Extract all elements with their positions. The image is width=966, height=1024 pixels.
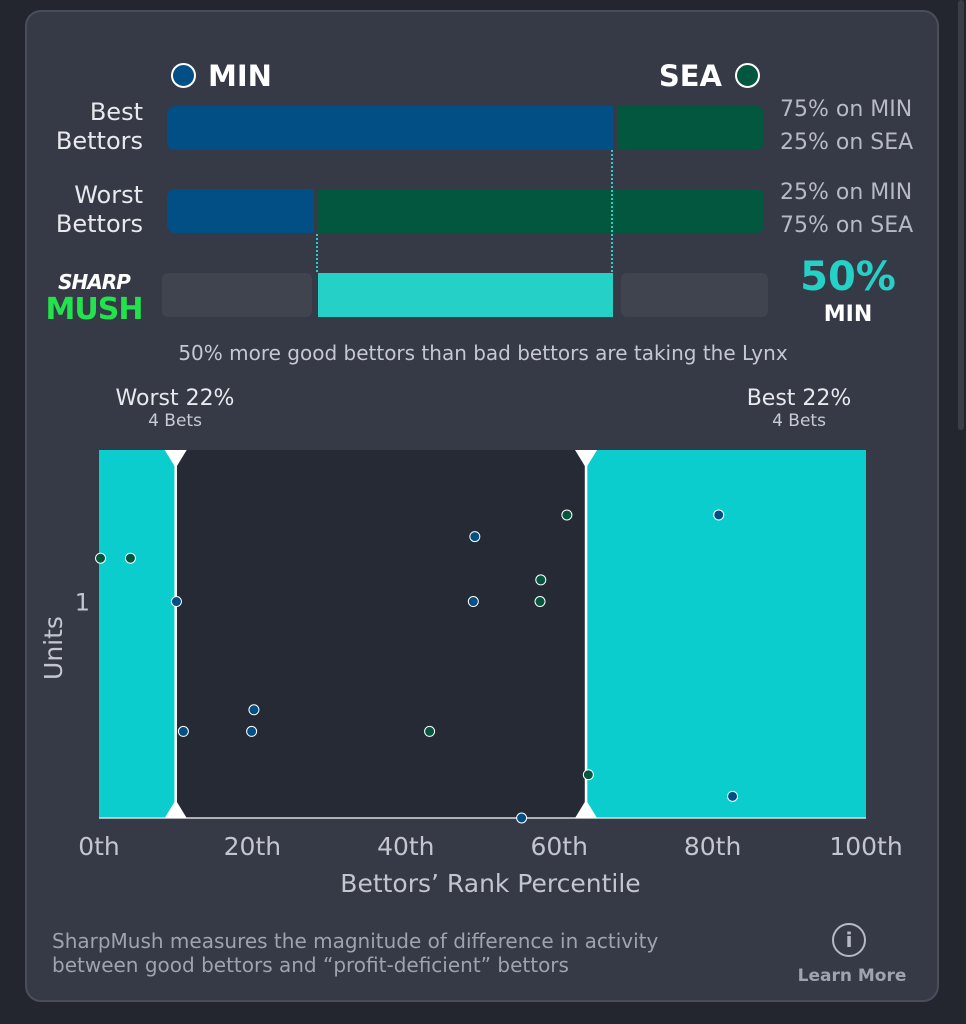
worst-bettors-label: Worst Bettors: [55, 181, 143, 238]
best-bettors-sea-pct: 25% on SEA: [780, 130, 914, 155]
dotted-connector-right: [611, 150, 613, 272]
summary-text: 50% more good bettors than bad bettors a…: [178, 341, 788, 365]
worst-min-fill: [167, 189, 314, 233]
footer-description: SharpMush measures the magnitude of diff…: [52, 929, 659, 977]
dotted-connector-left: [316, 234, 318, 272]
scrollbar[interactable]: [956, 0, 966, 1024]
learn-more-link[interactable]: Learn More: [797, 966, 907, 986]
scrollbar-thumb[interactable]: [958, 0, 964, 430]
sharpmush-track-left: [162, 273, 312, 317]
sharpmush-value: 50%: [800, 254, 896, 300]
sharpmush-track-fill: [318, 273, 613, 317]
worst-bettors-min-pct: 25% on MIN: [780, 180, 913, 205]
sea-legend-dot: [735, 63, 760, 88]
min-team-label: MIN: [208, 59, 272, 93]
best-min-fill: [167, 106, 613, 150]
best-bettors-min-pct: 75% on MIN: [780, 97, 913, 122]
sharpmush-team: MIN: [823, 302, 873, 327]
best-marker-label: Best 22% 4 Bets: [746, 386, 852, 431]
worst-marker-label: Worst 22% 4 Bets: [115, 386, 235, 431]
best-bettors-bar: [167, 106, 764, 150]
sea-team-label: SEA: [658, 59, 722, 93]
sharpmush-logo: SHARP MUSH: [45, 270, 144, 327]
best-sea-fill: [617, 106, 764, 150]
worst-bettors-sea-pct: 75% on SEA: [780, 213, 914, 238]
worst-bettors-bar: [167, 189, 764, 233]
info-icon[interactable]: i: [832, 923, 866, 957]
sharpmush-track-right: [621, 273, 768, 317]
worst-sea-fill: [318, 189, 764, 233]
min-legend-dot: [171, 63, 196, 88]
best-bettors-label: Best Bettors: [55, 98, 143, 155]
